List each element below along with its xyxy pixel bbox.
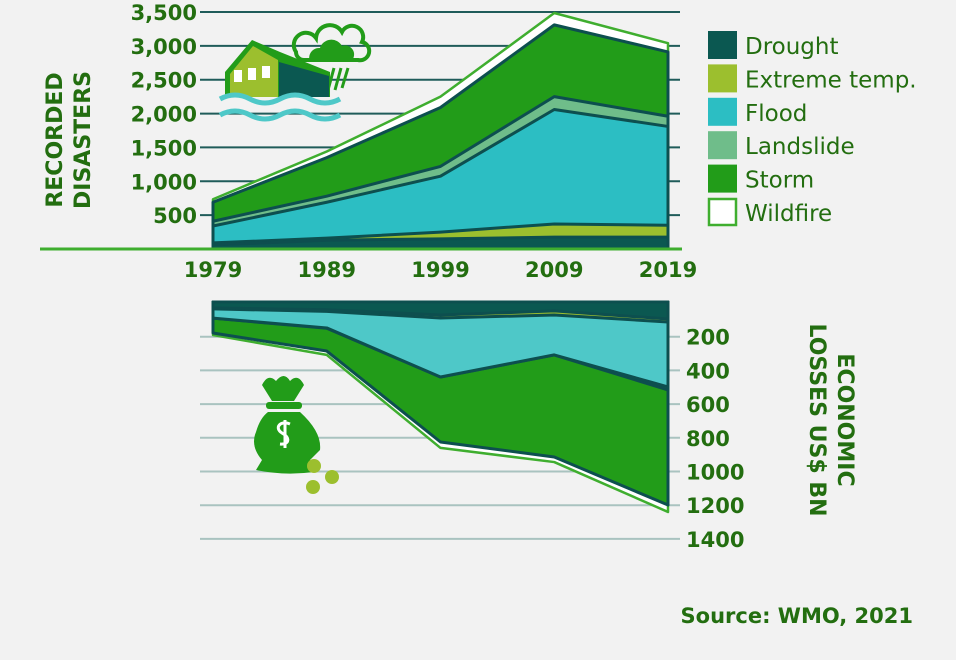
top-y-title-line2: DISASTERS bbox=[71, 71, 96, 209]
legend-label: Drought bbox=[745, 34, 839, 60]
top-x-tick-label: 1979 bbox=[184, 258, 242, 282]
legend-label: Flood bbox=[745, 101, 807, 127]
bottom-y-tick-label: 600 bbox=[686, 393, 730, 417]
bottom-y-title-line1: ECONOMIC bbox=[832, 353, 857, 486]
legend-swatch bbox=[708, 64, 737, 93]
legend-item: Storm bbox=[708, 164, 814, 194]
top-y-tick-label: 3,000 bbox=[131, 35, 197, 59]
legend-item: Flood bbox=[708, 97, 807, 127]
bottom-area-drought bbox=[211, 300, 670, 321]
legend-label: Wildfire bbox=[745, 201, 832, 227]
top-y-tick-label: 2,500 bbox=[131, 69, 197, 93]
top-x-tick-labels: 1979 1989 1999 2009 2019 bbox=[184, 258, 697, 282]
bottom-y-tick-label: 1400 bbox=[686, 528, 744, 552]
top-x-tick-label: 1989 bbox=[298, 258, 356, 282]
legend-item: Extreme temp. bbox=[708, 64, 917, 93]
bottom-y-tick-label: 800 bbox=[686, 427, 730, 451]
legend-swatch bbox=[708, 31, 737, 59]
legend-swatch bbox=[708, 131, 737, 160]
top-y-title-line1: RECORDED bbox=[43, 72, 68, 207]
bottom-y-tick-label: 1000 bbox=[686, 461, 744, 485]
bottom-chart-areas bbox=[211, 300, 670, 514]
legend-label: Storm bbox=[745, 168, 814, 194]
top-y-tick-label: 1,000 bbox=[131, 170, 197, 194]
legend: Drought Extreme temp. Flood Landslide Storm W… bbox=[707, 31, 917, 227]
top-x-tick-label: 2019 bbox=[639, 258, 697, 282]
bottom-y-tick-label: 1200 bbox=[686, 494, 744, 518]
legend-swatch bbox=[707, 197, 738, 227]
bottom-y-tick-labels: 200 400 600 800 1000 1200 1400 bbox=[686, 326, 744, 552]
top-x-tick-label: 1999 bbox=[411, 258, 469, 282]
legend-label: Extreme temp. bbox=[745, 67, 917, 93]
legend-item: Wildfire bbox=[707, 197, 832, 227]
legend-item: Landslide bbox=[708, 131, 855, 160]
source-note: Source: WMO, 2021 bbox=[681, 604, 913, 628]
legend-swatch bbox=[708, 164, 737, 193]
bottom-y-tick-label: 400 bbox=[686, 359, 730, 383]
legend-label: Landslide bbox=[745, 134, 855, 160]
bottom-y-tick-label: 200 bbox=[686, 326, 730, 350]
money-bag-icon bbox=[254, 376, 339, 494]
top-x-tick-label: 2009 bbox=[525, 258, 583, 282]
bottom-y-axis-title: ECONOMIC LOSSES US$ BN bbox=[804, 323, 857, 516]
top-y-tick-label: 500 bbox=[153, 204, 197, 228]
legend-swatch bbox=[708, 97, 737, 126]
flooded-house-storm-icon bbox=[218, 23, 372, 122]
top-y-axis-title: RECORDED DISASTERS bbox=[43, 71, 96, 209]
top-y-tick-label: 1,500 bbox=[131, 136, 197, 160]
top-y-tick-labels: 500 1,000 1,500 2,000 2,500 3,000 3,500 bbox=[131, 1, 197, 228]
top-y-tick-label: 3,500 bbox=[131, 1, 197, 25]
dollar-sign-icon bbox=[276, 420, 291, 448]
top-y-tick-label: 2,000 bbox=[131, 103, 197, 127]
top-chart-areas bbox=[211, 11, 670, 251]
legend-item: Drought bbox=[708, 31, 839, 60]
bottom-y-title-line2: LOSSES US$ BN bbox=[804, 323, 829, 516]
